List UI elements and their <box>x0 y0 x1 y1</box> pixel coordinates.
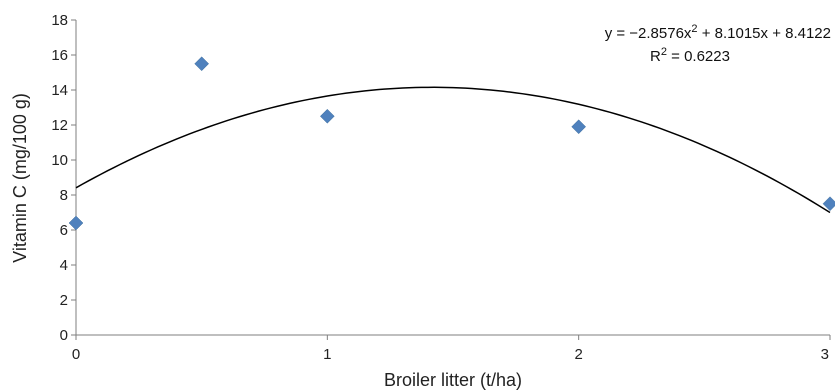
x-tick-label: 2 <box>574 346 582 363</box>
equation-tail: + 8.1015x + 8.4122 <box>698 25 831 42</box>
r-squared-main: R <box>650 48 661 65</box>
y-axis-title: Vitamin C (mg/100 g) <box>10 93 30 263</box>
data-point-diamond <box>571 119 587 135</box>
trendline-equation: y = −2.8576x2 + 8.1015x + 8.4122 <box>605 23 831 42</box>
x-axis-ticks: 0 1 2 3 <box>72 335 831 363</box>
x-axis-title: Broiler litter (t/ha) <box>384 370 522 390</box>
y-tick-label: 2 <box>60 292 68 309</box>
y-tick-label: 0 <box>60 327 68 344</box>
r-squared-label: R2 = 0.6223 <box>650 46 730 65</box>
equation-exponent: 2 <box>691 23 697 35</box>
polynomial-trendline <box>75 86 831 214</box>
y-axis-ticks: 0 2 4 6 8 10 12 14 16 18 <box>51 12 76 344</box>
y-tick-label: 10 <box>51 152 68 169</box>
y-tick-label: 6 <box>60 222 68 239</box>
y-tick-label: 12 <box>51 117 68 134</box>
data-points <box>68 56 835 231</box>
x-tick-label: 3 <box>821 346 829 363</box>
y-tick-label: 4 <box>60 257 68 274</box>
r-squared-tail: = 0.6223 <box>667 48 730 65</box>
r-squared-exponent: 2 <box>661 46 667 58</box>
y-tick-label: 14 <box>51 82 68 99</box>
y-tick-label: 16 <box>51 47 68 64</box>
x-tick-label: 1 <box>323 346 331 363</box>
y-tick-label: 18 <box>51 12 68 29</box>
y-tick-label: 8 <box>60 187 68 204</box>
equation-main: y = −2.8576x <box>605 25 692 42</box>
data-point-diamond <box>319 108 335 124</box>
x-tick-label: 0 <box>72 346 80 363</box>
data-point-diamond <box>194 56 210 72</box>
data-point-diamond <box>68 215 84 231</box>
